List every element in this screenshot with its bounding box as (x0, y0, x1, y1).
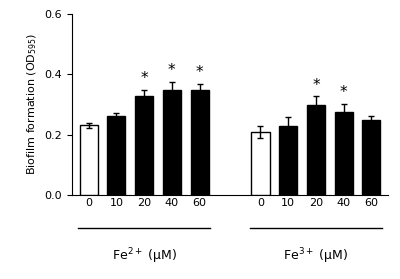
Bar (80, 125, 98, 195)
Bar (362, 120, 380, 195)
Text: *: * (196, 66, 203, 80)
Bar (107, 116, 125, 195)
Text: Fe$^{3+}$ (μM): Fe$^{3+}$ (μM) (283, 246, 348, 266)
Bar (163, 90, 181, 195)
Text: *: * (340, 85, 348, 100)
Text: *: * (312, 78, 320, 93)
Text: *: * (140, 71, 148, 86)
Bar (307, 105, 325, 195)
Text: Fe$^{2+}$ (μM): Fe$^{2+}$ (μM) (112, 246, 177, 266)
Bar (135, 96, 153, 195)
Bar (279, 126, 297, 195)
Y-axis label: Biofilm formation (OD$_{595}$): Biofilm formation (OD$_{595}$) (25, 34, 39, 175)
Bar (190, 90, 208, 195)
Text: *: * (168, 63, 176, 78)
Bar (335, 112, 353, 195)
Bar (252, 132, 270, 195)
